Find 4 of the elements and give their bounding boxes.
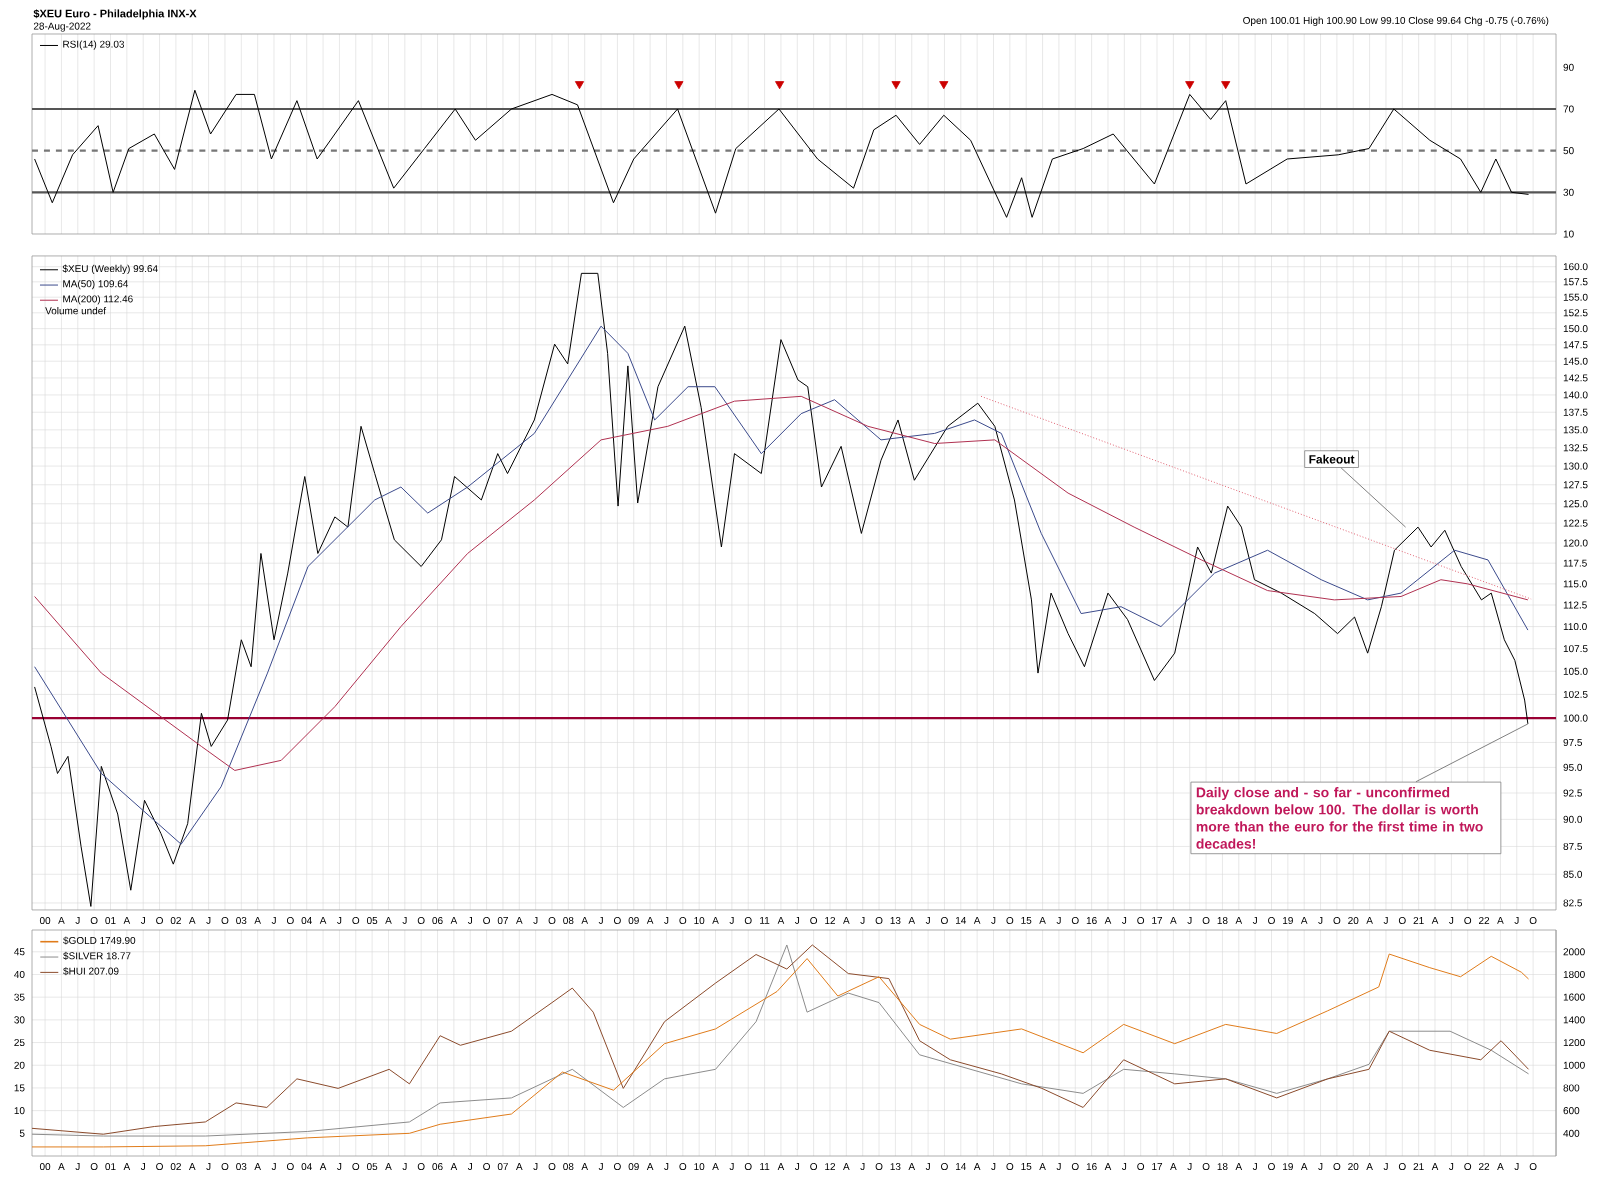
line-series: [34, 272, 1529, 907]
line-series: [34, 89, 1530, 218]
line-series: [34, 325, 1529, 845]
line-series: [34, 395, 1529, 771]
